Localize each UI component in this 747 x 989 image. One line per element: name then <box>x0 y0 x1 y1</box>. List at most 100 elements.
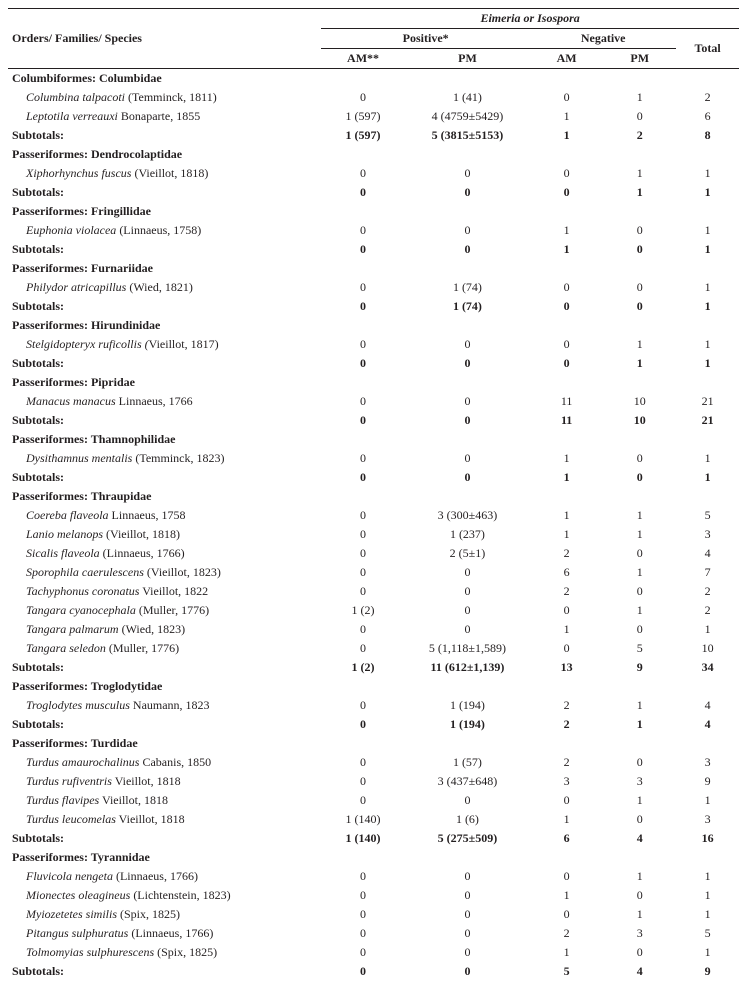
cell-tot: 1 <box>676 791 739 810</box>
cell-tot: 4 <box>676 696 739 715</box>
cell-pm: 2 (5±1) <box>405 544 530 563</box>
cell-pm: 0 <box>405 601 530 620</box>
cell-pm: 4 (4759±5429) <box>405 107 530 126</box>
cell-npm: 1 <box>603 525 676 544</box>
family-header-row: Passeriformes: Hirundinidae <box>8 316 739 335</box>
family-header-row: Passeriformes: Thamnophilidae <box>8 430 739 449</box>
cell-npm: 0 <box>603 544 676 563</box>
cell-nam: 0 <box>530 639 603 658</box>
species-row: Manacus manacus Linnaeus, 176600111021 <box>8 392 739 411</box>
species-name: Sicalis flaveola (Linnaeus, 1766) <box>8 544 321 563</box>
subtotal-pm: 11 (612±1,139) <box>405 658 530 677</box>
species-row: Turdus rufiventris Vieillot, 181803 (437… <box>8 772 739 791</box>
cell-tot: 2 <box>676 582 739 601</box>
subtotal-npm: 1 <box>603 183 676 202</box>
cell-tot: 1 <box>676 278 739 297</box>
subtotal-npm: 4 <box>603 962 676 981</box>
species-row: Xiphorhynchus fuscus (Vieillot, 1818)000… <box>8 164 739 183</box>
subtotal-pm: 5 (275±509) <box>405 829 530 848</box>
cell-npm: 0 <box>603 943 676 962</box>
species-row: Sporophila caerulescens (Vieillot, 1823)… <box>8 563 739 582</box>
cell-nam: 3 <box>530 772 603 791</box>
subtotal-row: Subtotals:00011 <box>8 183 739 202</box>
cell-tot: 4 <box>676 544 739 563</box>
cell-pm: 1 (194) <box>405 696 530 715</box>
family-title: Passeriformes: Furnariidae <box>8 259 739 278</box>
cell-am: 0 <box>321 905 405 924</box>
cell-nam: 0 <box>530 601 603 620</box>
cell-nam: 1 <box>530 620 603 639</box>
cell-pm: 1 (6) <box>405 810 530 829</box>
subtotal-label: Subtotals: <box>8 297 321 316</box>
cell-npm: 0 <box>603 278 676 297</box>
subtotal-tot: 21 <box>676 411 739 430</box>
cell-pm: 1 (41) <box>405 88 530 107</box>
species-row: Coereba flaveola Linnaeus, 175803 (300±4… <box>8 506 739 525</box>
header-nam: AM <box>530 49 603 69</box>
species-name: Sporophila caerulescens (Vieillot, 1823) <box>8 563 321 582</box>
family-title: Passeriformes: Pipridae <box>8 373 739 392</box>
subtotal-tot: 9 <box>676 962 739 981</box>
header-eimeria-text: Eimeria or Isospora <box>480 11 579 25</box>
subtotal-tot: 1 <box>676 240 739 259</box>
header-am: AM** <box>321 49 405 69</box>
subtotal-npm: 1 <box>603 354 676 373</box>
family-header-row: Columbiformes: Columbidae <box>8 69 739 89</box>
subtotal-nam: 0 <box>530 297 603 316</box>
header-pm: PM <box>405 49 530 69</box>
cell-npm: 0 <box>603 449 676 468</box>
subtotal-label: Subtotals: <box>8 411 321 430</box>
cell-npm: 5 <box>603 639 676 658</box>
species-name: Turdus rufiventris Vieillot, 1818 <box>8 772 321 791</box>
subtotal-pm: 0 <box>405 240 530 259</box>
cell-am: 0 <box>321 392 405 411</box>
cell-pm: 1 (57) <box>405 753 530 772</box>
subtotal-am: 0 <box>321 411 405 430</box>
cell-tot: 3 <box>676 753 739 772</box>
species-row: Tangara cyanocephala (Muller, 1776)1 (2)… <box>8 601 739 620</box>
coccidia-table: Orders/ Families/ Species Eimeria or Iso… <box>8 8 739 981</box>
cell-tot: 1 <box>676 449 739 468</box>
cell-npm: 1 <box>603 88 676 107</box>
cell-tot: 1 <box>676 886 739 905</box>
cell-nam: 0 <box>530 791 603 810</box>
cell-pm: 0 <box>405 791 530 810</box>
cell-tot: 1 <box>676 164 739 183</box>
species-row: Sicalis flaveola (Linnaeus, 1766)02 (5±1… <box>8 544 739 563</box>
family-header-row: Passeriformes: Troglodytidae <box>8 677 739 696</box>
species-name: Tachyphonus coronatus Vieillot, 1822 <box>8 582 321 601</box>
subtotal-pm: 0 <box>405 183 530 202</box>
cell-am: 0 <box>321 449 405 468</box>
species-row: Fluvicola nengeta (Linnaeus, 1766)00011 <box>8 867 739 886</box>
subtotal-nam: 6 <box>530 829 603 848</box>
cell-pm: 0 <box>405 924 530 943</box>
species-name: Coereba flaveola Linnaeus, 1758 <box>8 506 321 525</box>
cell-npm: 0 <box>603 753 676 772</box>
cell-pm: 0 <box>405 943 530 962</box>
cell-am: 0 <box>321 88 405 107</box>
cell-pm: 1 (74) <box>405 278 530 297</box>
subtotal-row: Subtotals:1 (2)11 (612±1,139)13934 <box>8 658 739 677</box>
cell-am: 1 (597) <box>321 107 405 126</box>
subtotal-nam: 1 <box>530 126 603 145</box>
subtotal-npm: 0 <box>603 240 676 259</box>
cell-am: 0 <box>321 639 405 658</box>
subtotal-tot: 1 <box>676 468 739 487</box>
subtotal-pm: 0 <box>405 468 530 487</box>
subtotal-am: 0 <box>321 354 405 373</box>
cell-nam: 2 <box>530 582 603 601</box>
species-row: Pitangus sulphuratus (Linnaeus, 1766)002… <box>8 924 739 943</box>
species-name: Stelgidopteryx ruficollis (Vieillot, 181… <box>8 335 321 354</box>
subtotal-pm: 1 (74) <box>405 297 530 316</box>
family-header-row: Passeriformes: Thraupidae <box>8 487 739 506</box>
subtotal-label: Subtotals: <box>8 240 321 259</box>
cell-am: 1 (2) <box>321 601 405 620</box>
species-row: Leptotila verreauxi Bonaparte, 18551 (59… <box>8 107 739 126</box>
species-row: Turdus flavipes Vieillot, 181800011 <box>8 791 739 810</box>
cell-nam: 0 <box>530 867 603 886</box>
cell-am: 0 <box>321 544 405 563</box>
cell-nam: 2 <box>530 544 603 563</box>
header-npm: PM <box>603 49 676 69</box>
subtotal-nam: 0 <box>530 354 603 373</box>
subtotal-nam: 13 <box>530 658 603 677</box>
